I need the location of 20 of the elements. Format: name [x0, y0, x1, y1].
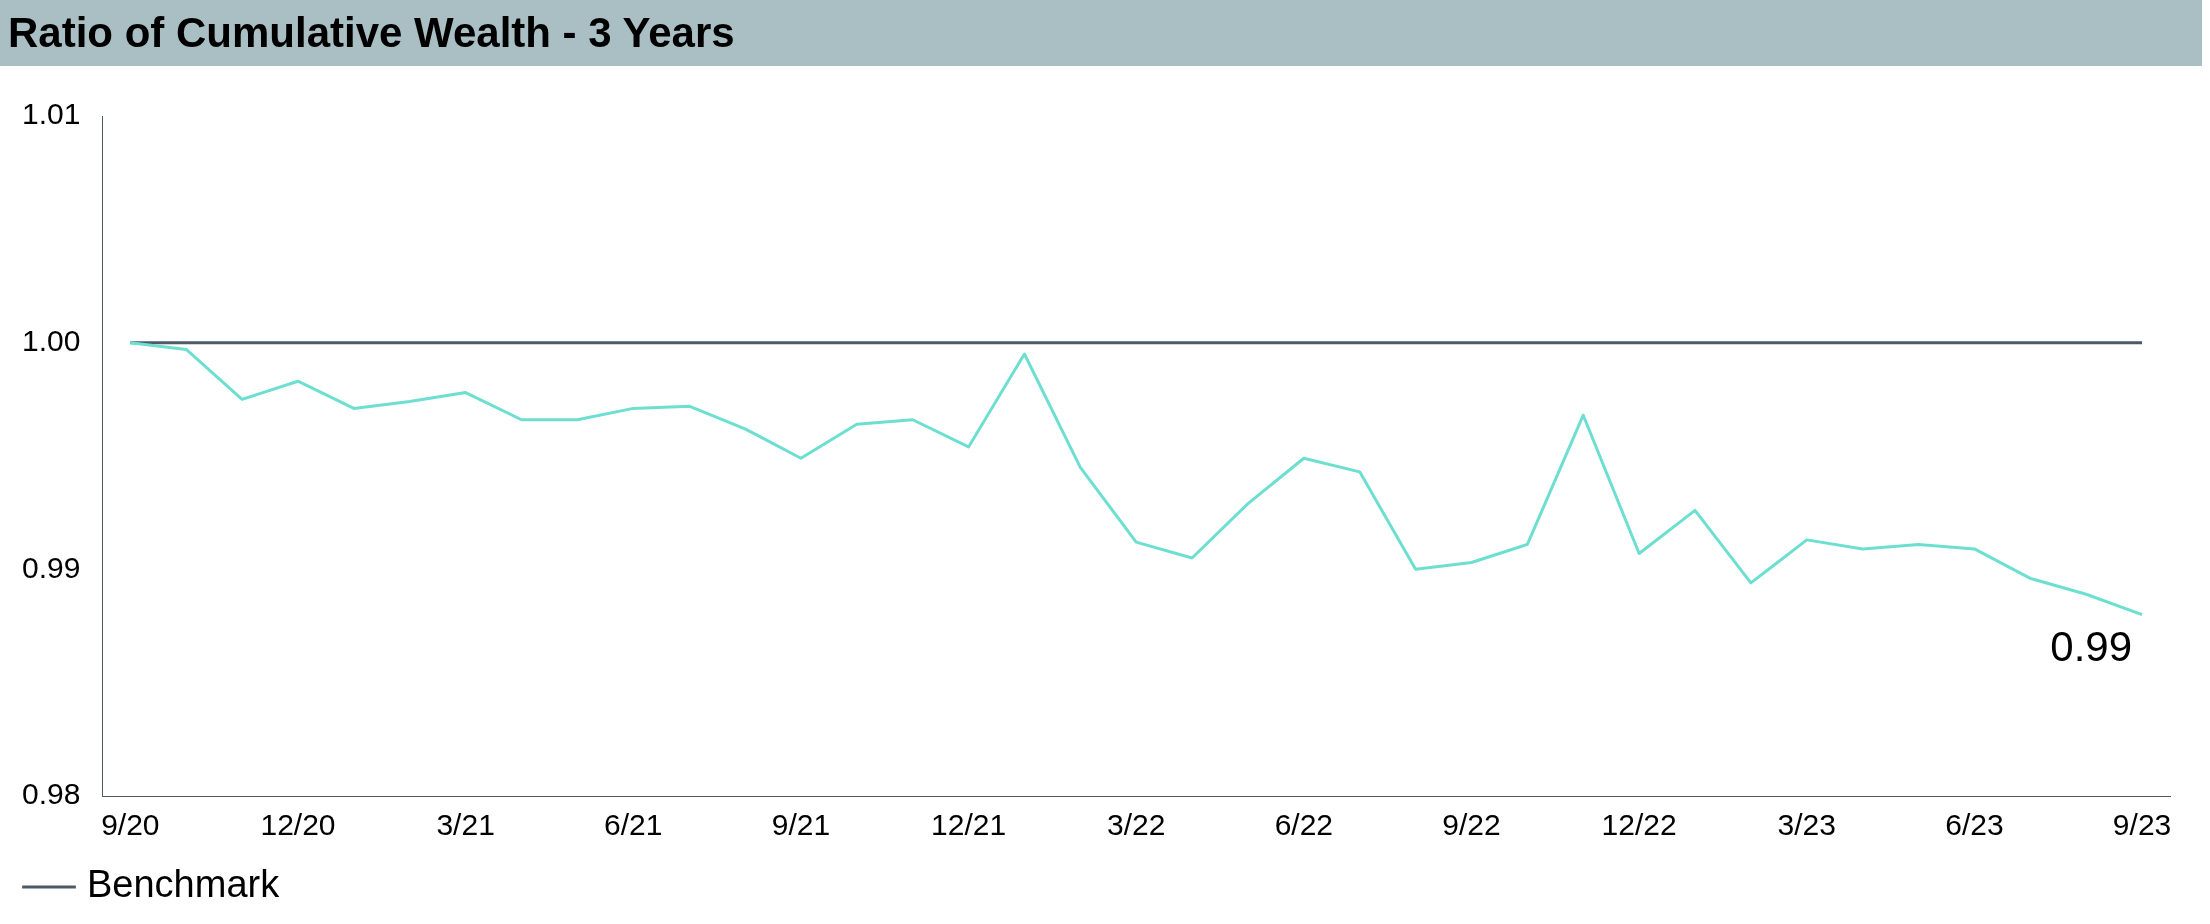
x-tick-label: 9/23 [2112, 808, 2172, 842]
y-tick-label: 0.99 [22, 550, 81, 584]
x-tick-label: 6/23 [1945, 808, 2004, 842]
x-tick-label: 6/21 [604, 808, 663, 842]
x-tick-label: 3/23 [1777, 808, 1836, 842]
y-tick-label: 1.01 [22, 97, 81, 131]
chart-title: Ratio of Cumulative Wealth - 3 Years [0, 0, 2202, 66]
x-tick-label: 12/22 [1601, 808, 1677, 842]
x-tick-label: 3/22 [1107, 808, 1166, 842]
x-tick-label: 9/20 [101, 808, 160, 842]
legend-label: Benchmark [87, 863, 281, 906]
y-tick-label: 1.00 [22, 323, 81, 357]
y-tick-label: 0.98 [22, 777, 81, 811]
x-tick-label: 3/21 [436, 808, 495, 842]
x-tick-label: 12/21 [931, 808, 1007, 842]
x-tick-label: 9/21 [771, 808, 831, 842]
annotation: 0.99 [2050, 623, 2133, 671]
x-tick-label: 12/20 [260, 808, 336, 842]
x-tick-label: 6/22 [1274, 808, 1334, 842]
x-tick-label: 9/22 [1442, 808, 1501, 842]
